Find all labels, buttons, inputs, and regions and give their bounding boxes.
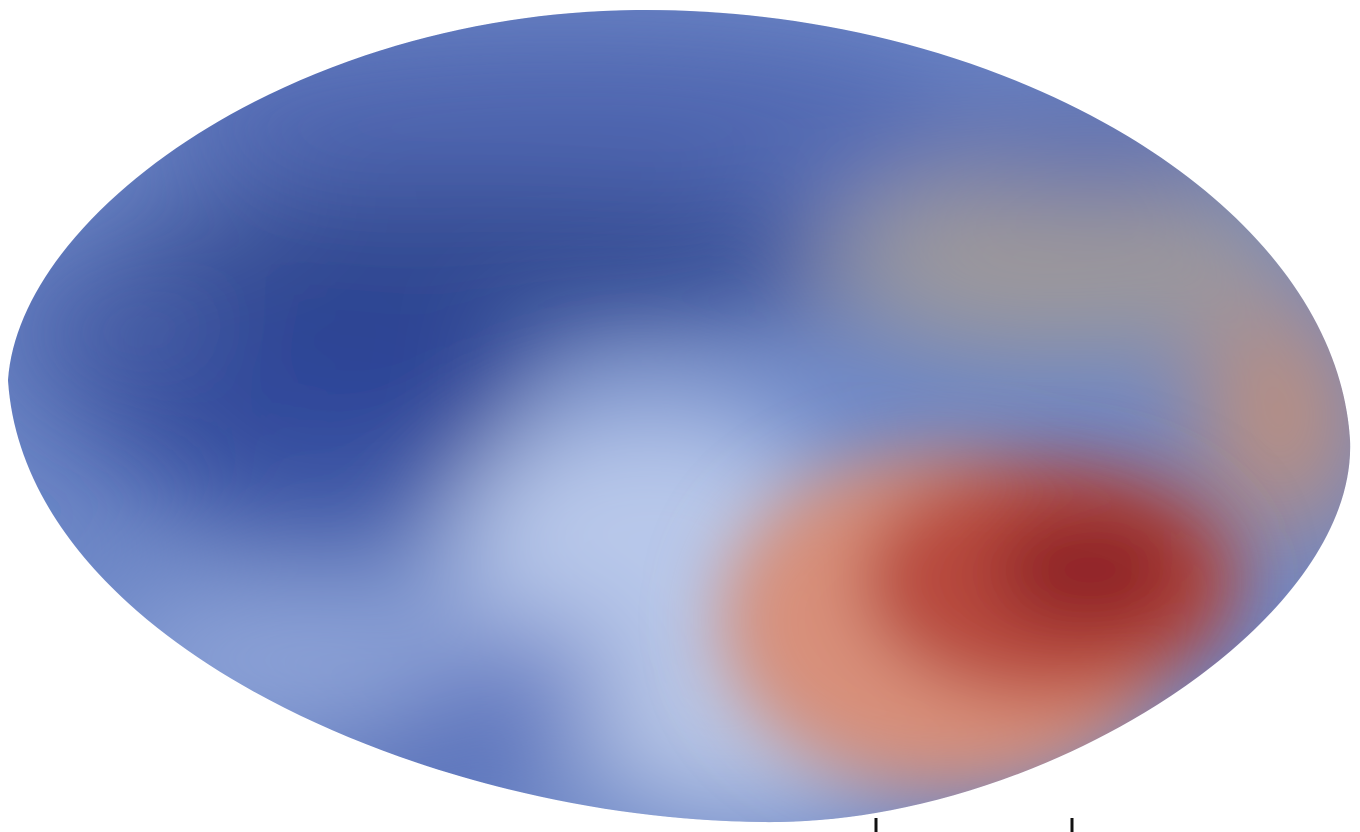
edge-marks [874,818,1074,832]
hot-region [720,450,1240,790]
